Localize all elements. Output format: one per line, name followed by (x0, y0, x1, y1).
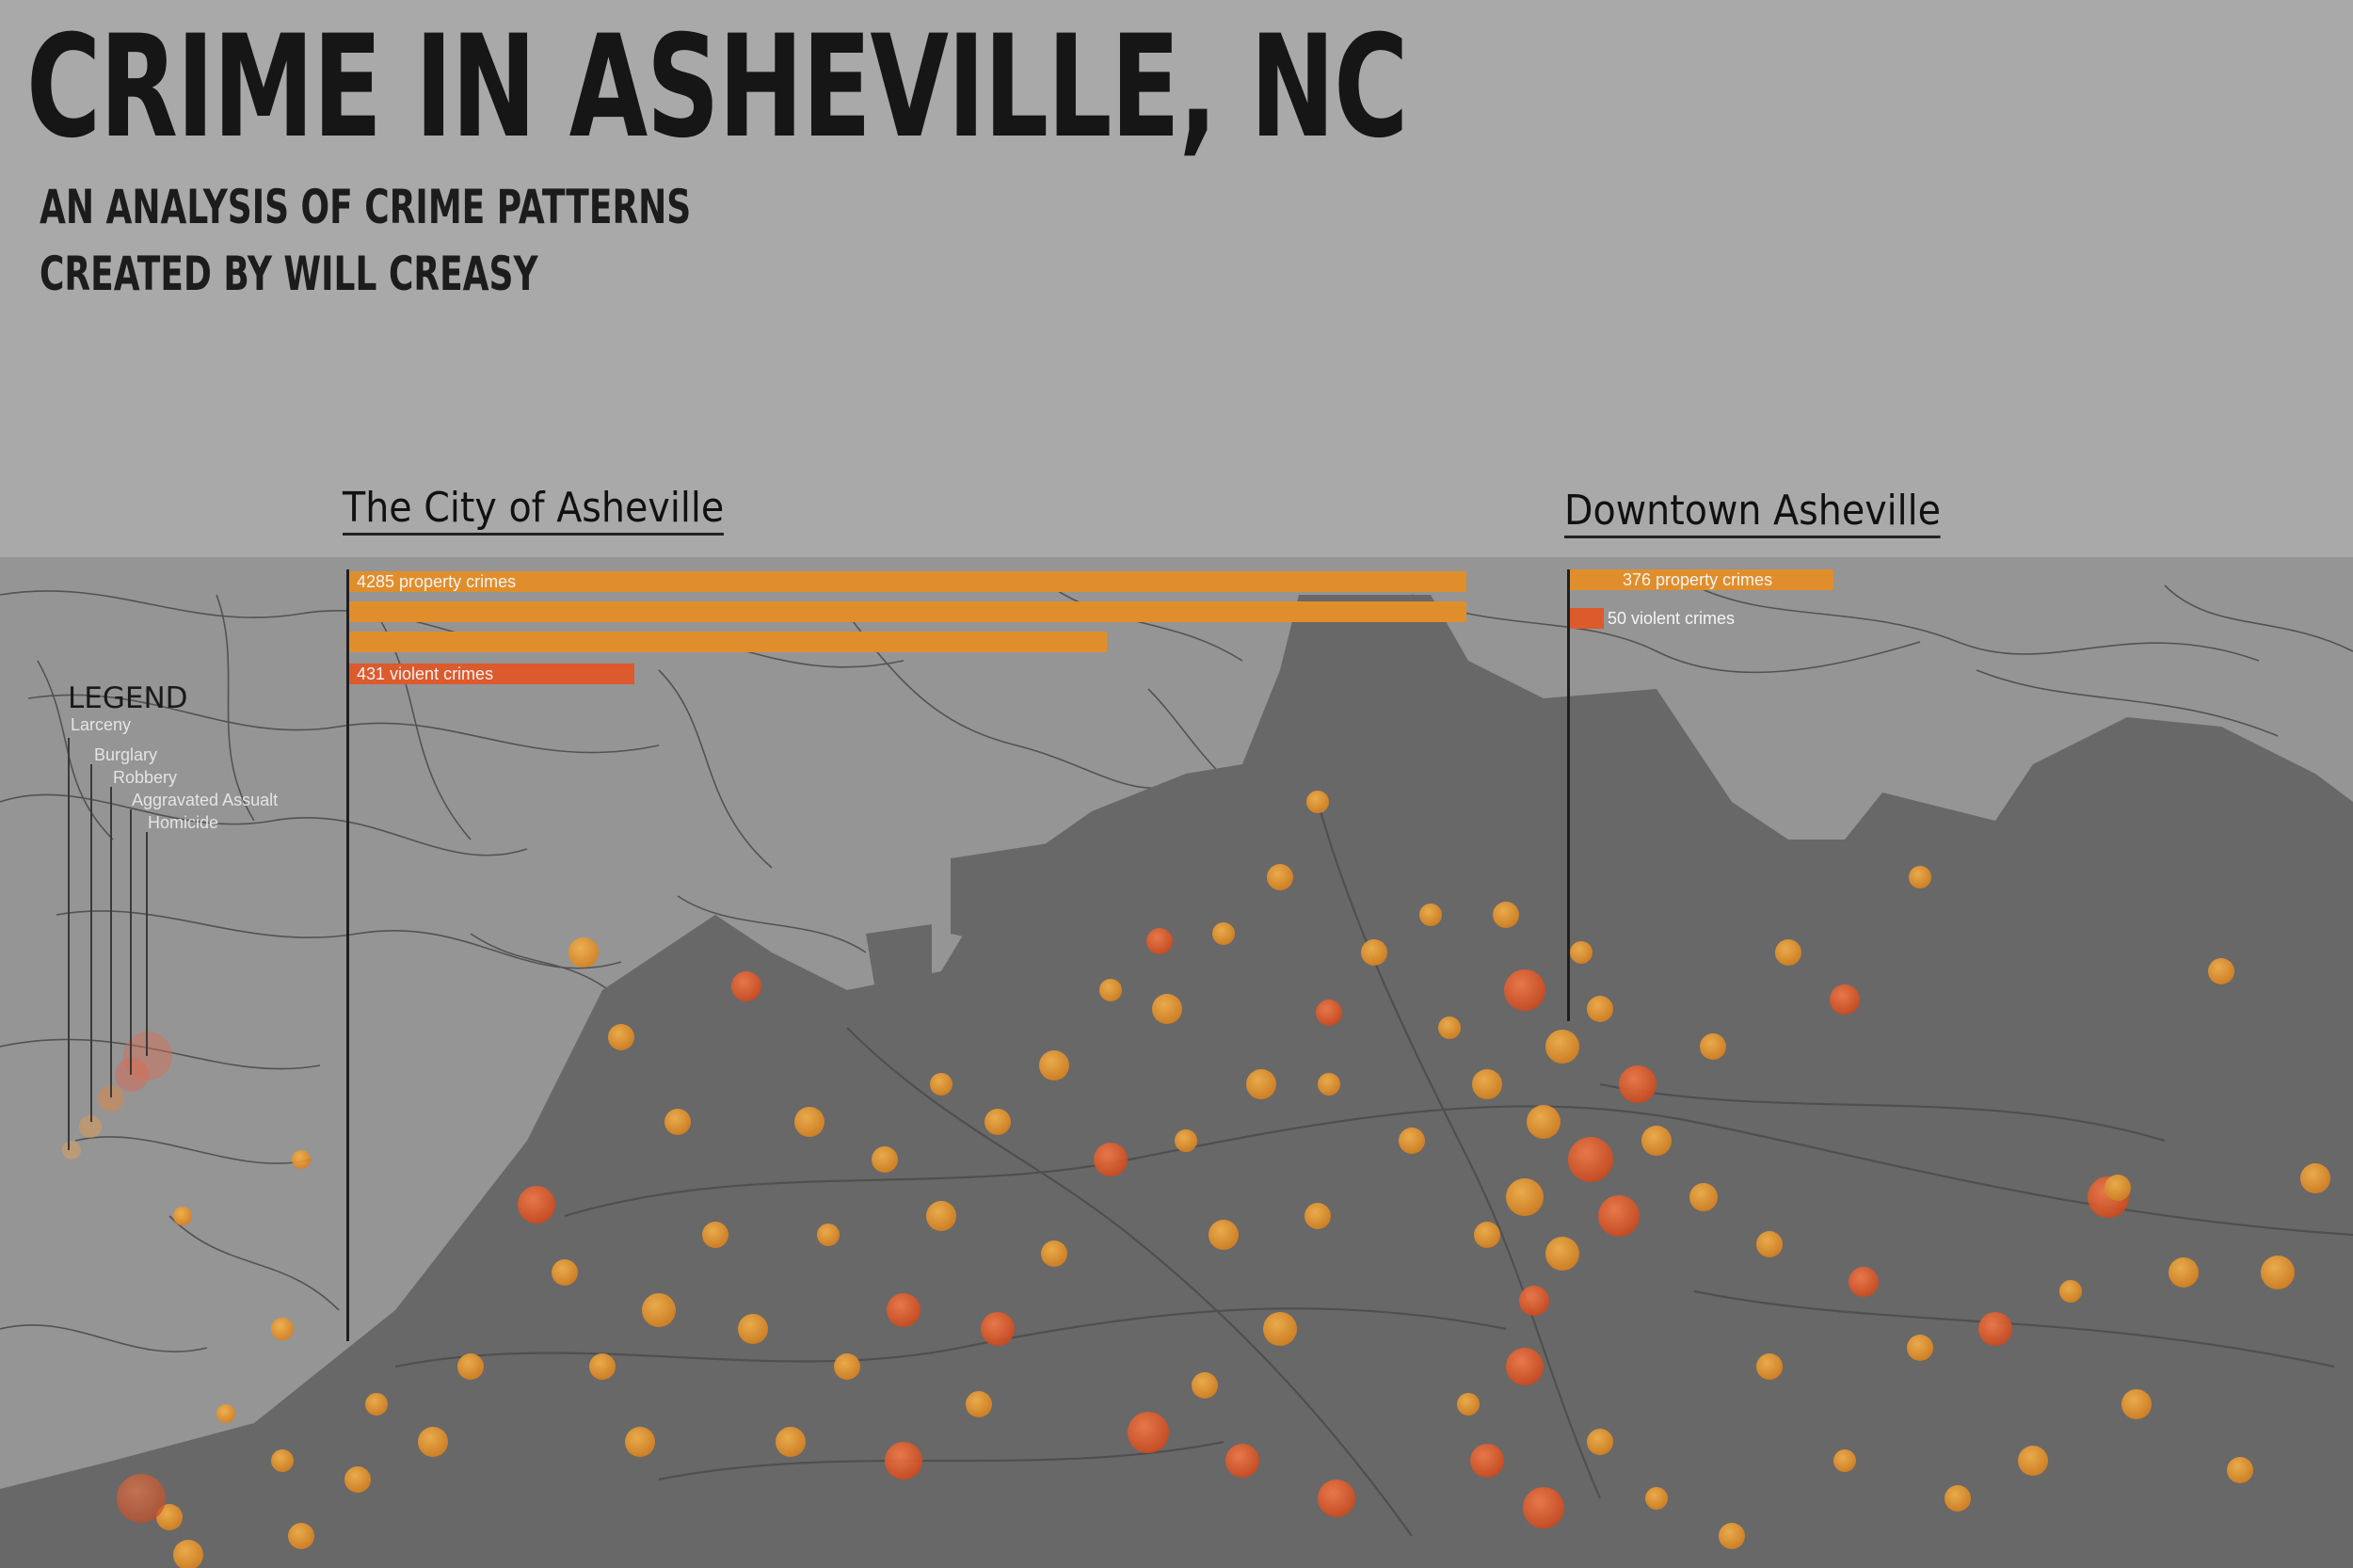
city-land (0, 595, 2353, 1568)
legend-line-robbery (110, 787, 112, 1097)
legend-line-aggravated-assault (130, 809, 132, 1075)
legend-item-robbery: Robbery (113, 768, 178, 787)
city-leader-line (346, 569, 349, 1341)
legend-line-burglary (90, 764, 92, 1122)
crime-map[interactable] (0, 557, 2353, 1568)
city-violent-bar (349, 664, 634, 684)
downtown-property-label: 376 property crimes (1623, 570, 1773, 589)
city-section-title: The City of Asheville (343, 485, 725, 536)
legend-item-homicide: Homicide (148, 813, 219, 832)
legend-item-burglary: Burglary (94, 745, 158, 764)
downtown-violent-label: 50 violent crimes (1608, 609, 1736, 628)
city-violent-label: 431 violent crimes (357, 664, 494, 683)
legend-title: LEGEND (68, 681, 188, 715)
page-title: CRIME IN ASHEVILLE, NC (26, 6, 1408, 169)
legend-symbols (62, 1032, 172, 1160)
page-credit: CREATED BY WILL CREASY (40, 247, 538, 301)
crime-dots (117, 791, 2330, 1568)
city-property-label: 4285 property crimes (357, 572, 517, 591)
downtown-section-title: Downtown Asheville (1564, 488, 1942, 539)
city-property-bar-2 (349, 601, 1466, 622)
city-property-bar-3 (349, 632, 1107, 652)
page-subtitle: AN ANALYSIS OF CRIME PATTERNS (40, 180, 692, 234)
downtown-leader-line (1567, 569, 1570, 1021)
map-canvas (0, 575, 2353, 1568)
legend-item-larceny: Larceny (71, 715, 132, 734)
legend-line-homicide (146, 832, 148, 1056)
legend-line-larceny (68, 738, 70, 1150)
downtown-violent-bar (1570, 608, 1604, 629)
legend-item-aggravated-assault: Aggravated Assualt (132, 791, 279, 809)
downtown-property-bar (1570, 569, 1833, 590)
city-property-bar-1 (349, 571, 1466, 592)
header-band (0, 0, 2353, 557)
